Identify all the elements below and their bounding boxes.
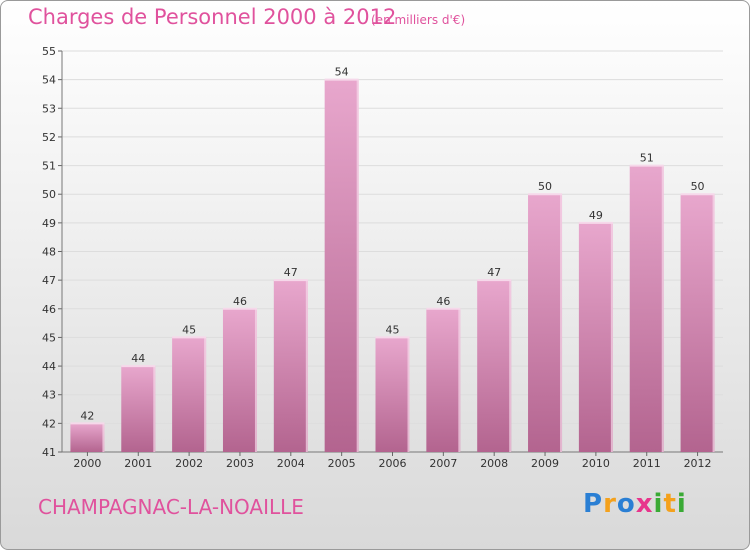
town-name: CHAMPAGNAC-LA-NOAILLE [38,495,304,519]
bar-edge [610,222,613,452]
labels: 41 42 43 44 45 46 47 48 49 50 51 52 53 54 55 42 2000 44 20… [42,45,712,470]
bar [629,165,664,453]
y-tick-label: 48 [42,246,56,259]
y-tick-label: 53 [42,102,56,115]
y-tick-label: 52 [42,131,56,144]
logo-letter: x [635,489,654,519]
data-label: 42 [80,409,94,422]
data-label: 49 [589,209,603,222]
x-tick-label: 2000 [73,457,101,470]
y-tick-label: 43 [42,389,56,402]
bar-edge [509,280,512,452]
data-label: 47 [487,266,501,279]
y-tick-label: 41 [42,446,56,459]
bar-edge [305,280,308,452]
y-tick-label: 46 [42,303,56,316]
y-tick-label: 42 [42,417,56,430]
bar-edge [356,79,359,453]
x-tick-label: 2004 [277,457,305,470]
bar-edge [661,165,664,453]
y-tick-label: 49 [42,217,56,230]
bar-edge [458,308,461,452]
logo-letter: t [663,489,677,519]
bar [172,337,207,452]
y-tick-label: 54 [42,74,56,87]
bar [680,194,715,452]
proxiti-logo[interactable]: Proxiti [583,489,687,519]
data-label: 46 [233,295,247,308]
bar [121,366,156,452]
bar [70,423,105,452]
bar [426,308,461,452]
chart-subtitle: (en milliers d'€) [371,13,466,27]
bar-edge [102,423,105,452]
logo-letter: i [676,489,687,519]
logo-letter: o [616,489,636,519]
logo-letter: i [653,489,664,519]
chart-title: Charges de Personnel 2000 à 2012 [28,5,397,29]
x-tick-label: 2001 [124,457,152,470]
x-tick-label: 2012 [684,457,712,470]
x-tick-label: 2010 [582,457,610,470]
bar [477,280,512,452]
data-label: 44 [131,352,145,365]
data-label: 47 [284,266,298,279]
logo-letter: P [583,489,604,519]
data-label: 50 [691,180,705,193]
y-tick-label: 51 [42,160,56,173]
x-tick-label: 2006 [379,457,407,470]
bar-edge [560,194,563,452]
logo-letter: r [603,489,617,519]
data-label: 45 [386,323,400,336]
bar [222,308,257,452]
x-tick-label: 2008 [480,457,508,470]
x-tick-label: 2002 [175,457,203,470]
y-tick-label: 45 [42,331,56,344]
data-label: 51 [640,152,654,165]
bar [273,280,308,452]
y-tick-label: 47 [42,274,56,287]
x-tick-label: 2011 [633,457,661,470]
x-tick-label: 2005 [328,457,356,470]
bars [70,78,715,453]
bar-edge [204,337,207,452]
y-tick-label: 44 [42,360,56,373]
bar-edge [254,308,257,452]
x-tick-label: 2009 [531,457,559,470]
y-tick-label: 50 [42,188,56,201]
bar [528,194,563,452]
data-label: 54 [335,66,349,79]
bar-edge [712,194,715,452]
bar-edge [153,366,156,452]
bar-edge [407,337,410,452]
data-label: 50 [538,180,552,193]
bar [375,337,410,452]
x-tick-label: 2007 [429,457,457,470]
data-label: 46 [436,295,450,308]
data-label: 45 [182,323,196,336]
x-tick-label: 2003 [226,457,254,470]
y-tick-label: 55 [42,45,56,58]
bar [578,222,613,452]
bar [324,79,359,453]
